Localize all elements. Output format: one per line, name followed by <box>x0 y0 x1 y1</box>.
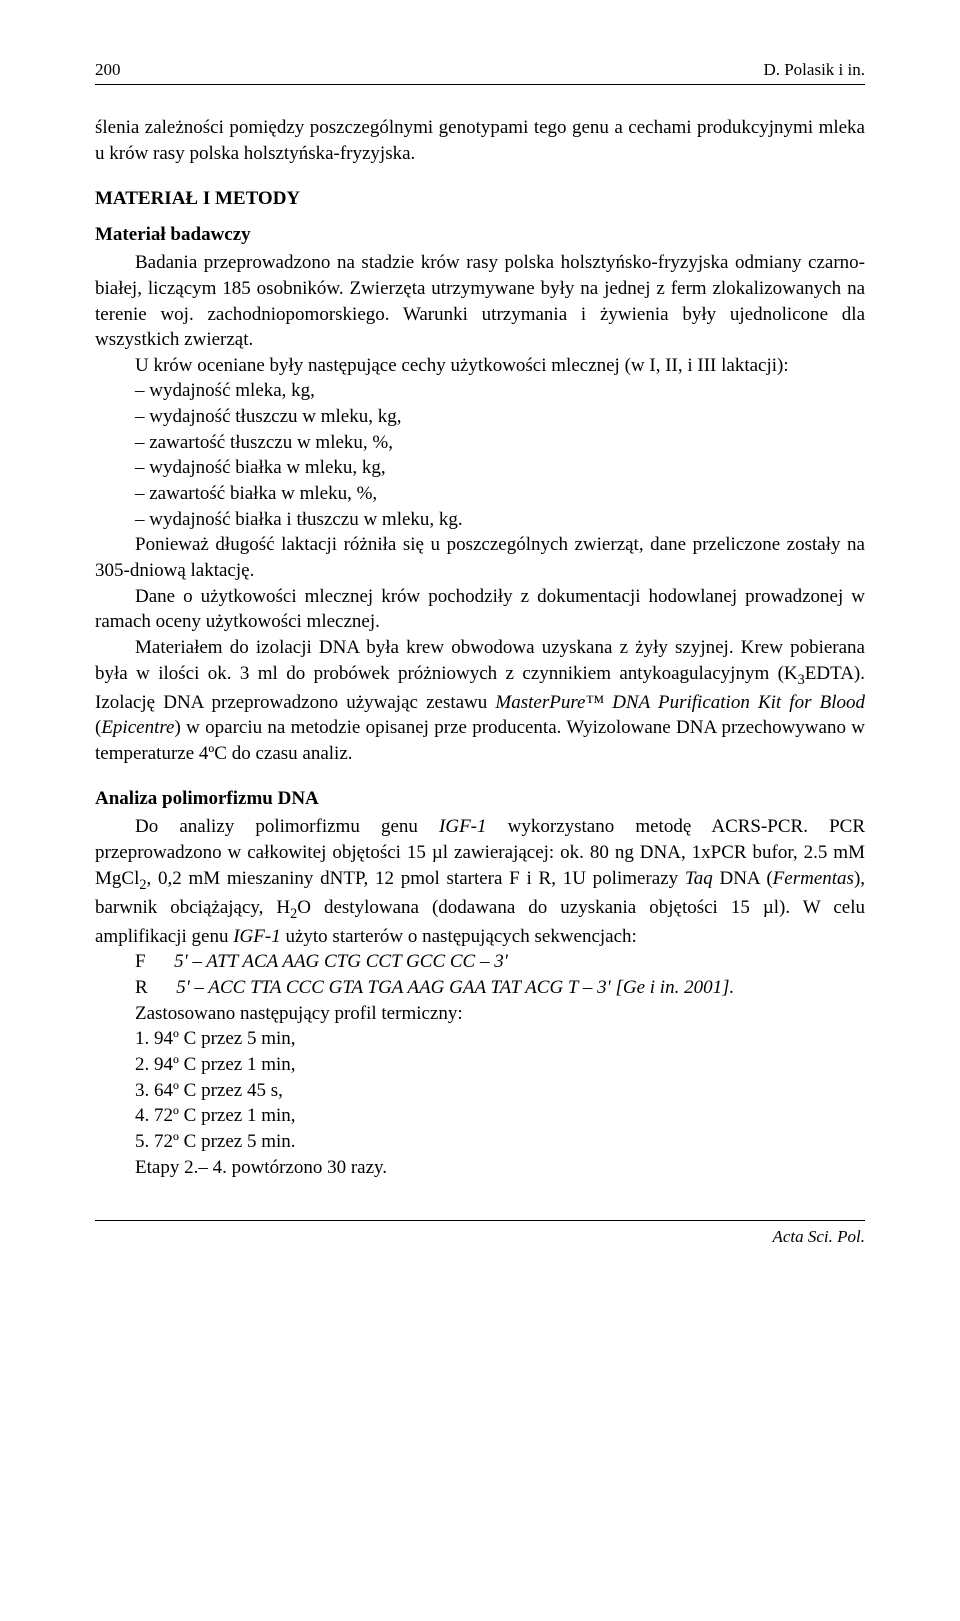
bullet-6: – wydajność białka i tłuszczu w mleku, k… <box>95 507 865 533</box>
para-1: Badania przeprowadzono na stadzie krów r… <box>95 250 865 353</box>
section-title: MATERIAŁ I METODY <box>95 188 865 210</box>
thermal-1: 1. 94º C przez 5 min, <box>95 1026 865 1052</box>
thermal-2: 2. 94º C przez 1 min, <box>95 1052 865 1078</box>
thermal-3: 3. 64º C przez 45 s, <box>95 1078 865 1104</box>
page-header: 200 D. Polasik i in. <box>95 60 865 85</box>
bullet-1: – wydajność mleka, kg, <box>95 378 865 404</box>
para-4: Dane o użytkowości mlecznej krów pochodz… <box>95 584 865 635</box>
bullet-2: – wydajność tłuszczu w mleku, kg, <box>95 404 865 430</box>
bullet-5: – zawartość białka w mleku, %, <box>95 481 865 507</box>
page-footer: Acta Sci. Pol. <box>95 1220 865 1247</box>
intro-fragment: ślenia zależności pomiędzy poszczególnym… <box>95 115 865 166</box>
material-block: Badania przeprowadzono na stadzie krów r… <box>95 250 865 766</box>
para-3: Ponieważ długość laktacji różniła się u … <box>95 532 865 583</box>
para-6: Do analizy polimorfizmu genu IGF-1 wykor… <box>95 814 865 949</box>
subsection-title-2: Analiza polimorfizmu DNA <box>95 788 865 810</box>
bullet-4: – wydajność białka w mleku, kg, <box>95 455 865 481</box>
para-2-lead: U krów oceniane były następujące cechy u… <box>95 353 865 379</box>
thermal-intro: Zastosowano następujący profil termiczny… <box>95 1001 865 1027</box>
thermal-repeat: Etapy 2.– 4. powtórzono 30 razy. <box>95 1155 865 1181</box>
primer-r: R 5' – ACC TTA CCC GTA TGA AAG GAA TAT A… <box>95 975 865 1001</box>
page-number: 200 <box>95 60 121 80</box>
primer-f: F 5' – ATT ACA AAG CTG CCT GCC CC – 3' <box>95 949 865 975</box>
thermal-5: 5. 72º C przez 5 min. <box>95 1129 865 1155</box>
subsection-title-1: Materiał badawczy <box>95 224 865 246</box>
journal-name: Acta Sci. Pol. <box>772 1227 865 1246</box>
dna-block: Do analizy polimorfizmu genu IGF-1 wykor… <box>95 814 865 1180</box>
para-5: Materiałem do izolacji DNA była krew obw… <box>95 635 865 767</box>
thermal-4: 4. 72º C przez 1 min, <box>95 1103 865 1129</box>
running-head: D. Polasik i in. <box>763 60 865 80</box>
bullet-3: – zawartość tłuszczu w mleku, %, <box>95 430 865 456</box>
